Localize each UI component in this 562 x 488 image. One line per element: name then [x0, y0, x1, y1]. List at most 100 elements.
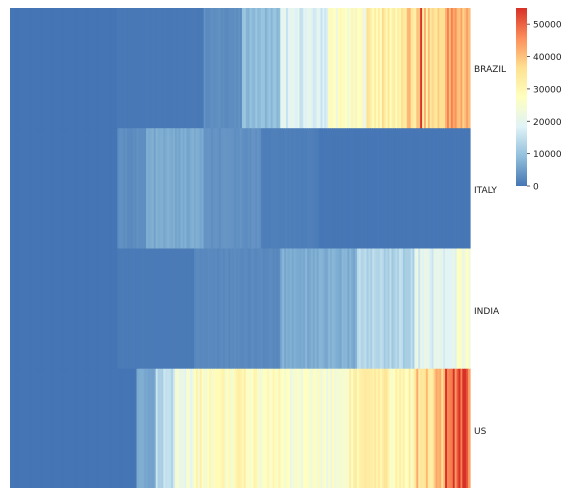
heatmap-cell	[462, 248, 465, 370]
heatmap-cell	[67, 368, 71, 488]
heatmap-cell	[268, 368, 272, 488]
heatmap-cell	[176, 248, 180, 370]
heatmap-cell	[266, 368, 270, 488]
heatmap-cell	[96, 8, 99, 129]
heatmap-cell	[326, 248, 329, 370]
heatmap-cell	[450, 128, 454, 249]
heatmap-cell	[121, 248, 124, 370]
heatmap-cell	[264, 368, 268, 488]
heatmap-cell	[82, 128, 86, 249]
heatmap-cell	[42, 8, 46, 129]
heatmap-cell	[337, 8, 341, 129]
heatmap-cell	[387, 128, 391, 249]
heatmap-cell	[332, 8, 335, 129]
heatmap-cell	[387, 368, 391, 488]
heatmap-cell	[171, 368, 174, 488]
heatmap-cell	[274, 8, 278, 129]
heatmap-cell	[21, 128, 25, 249]
heatmap-cell	[443, 8, 446, 129]
heatmap-cell	[278, 8, 281, 129]
heatmap-cell	[257, 368, 260, 488]
heatmap-cell	[268, 128, 272, 249]
heatmap-cell	[230, 248, 233, 370]
heatmap-cell	[326, 128, 329, 249]
heatmap-cell	[125, 248, 128, 370]
heatmap-cell	[335, 8, 339, 129]
heatmap-cell	[113, 368, 117, 488]
heatmap-cell	[255, 128, 258, 249]
heatmap-cell	[378, 128, 381, 249]
heatmap-cell	[184, 368, 187, 488]
heatmap-cell	[435, 8, 439, 129]
heatmap-cell	[312, 368, 316, 488]
heatmap-cell	[433, 128, 437, 249]
heatmap-cell	[422, 248, 425, 370]
heatmap-cell	[234, 248, 237, 370]
heatmap-cell	[194, 8, 197, 129]
heatmap-cell	[125, 128, 128, 249]
heatmap-cell	[123, 248, 126, 370]
heatmap-cell	[161, 368, 164, 488]
heatmap-cell	[372, 128, 375, 249]
heatmap-cell	[79, 368, 82, 488]
heatmap-cell	[27, 128, 30, 249]
heatmap-cell	[412, 248, 416, 370]
heatmap-cell	[301, 8, 304, 129]
heatmap-cell	[33, 128, 36, 249]
heatmap-cell	[316, 248, 320, 370]
heatmap-cell	[21, 8, 25, 129]
heatmap-cell	[73, 368, 76, 488]
heatmap-cell	[132, 128, 136, 249]
heatmap-cell	[167, 248, 170, 370]
heatmap-cell	[103, 128, 107, 249]
heatmap-cell	[138, 368, 141, 488]
heatmap-cell	[347, 128, 350, 249]
heatmap-cell	[406, 248, 410, 370]
heatmap-cell	[80, 248, 84, 370]
heatmap-cell	[372, 8, 375, 129]
heatmap-cell	[115, 368, 118, 488]
heatmap-cell	[44, 8, 48, 129]
heatmap-cell	[318, 128, 322, 249]
heatmap-cell	[172, 8, 176, 129]
heatmap-cell	[362, 248, 366, 370]
heatmap-cell	[13, 128, 17, 249]
heatmap-cell	[452, 368, 456, 488]
heatmap-cell	[172, 248, 176, 370]
heatmap-cell	[368, 8, 371, 129]
heatmap-cell	[128, 8, 132, 129]
heatmap-cell	[161, 128, 164, 249]
heatmap-cell	[29, 248, 32, 370]
heatmap-cell	[100, 8, 103, 129]
heatmap-cell	[188, 128, 191, 249]
heatmap-cell	[15, 128, 19, 249]
heatmap-cell	[82, 368, 86, 488]
heatmap-cell	[54, 128, 57, 249]
heatmap-cell	[243, 8, 247, 129]
heatmap-cell	[355, 368, 358, 488]
heatmap-cell	[439, 128, 442, 249]
heatmap-cell	[153, 128, 157, 249]
heatmap-cell	[425, 128, 429, 249]
heatmap-cell	[454, 248, 458, 370]
heatmap-cell	[61, 128, 65, 249]
heatmap-cell	[335, 128, 339, 249]
heatmap-cell	[389, 8, 393, 129]
heatmap-cell	[416, 128, 419, 249]
heatmap-cell	[148, 248, 151, 370]
heatmap-cell	[159, 248, 163, 370]
heatmap-cell	[11, 368, 15, 488]
heatmap-cell	[355, 128, 358, 249]
heatmap-cell	[138, 8, 141, 129]
heatmap-cell	[90, 8, 94, 129]
heatmap-cell	[280, 248, 283, 370]
heatmap-cell	[447, 248, 450, 370]
heatmap-cell	[337, 368, 341, 488]
heatmap-cell	[351, 128, 354, 249]
heatmap-cell	[178, 8, 182, 129]
heatmap-cell	[370, 368, 373, 488]
heatmap-cell	[218, 128, 222, 249]
heatmap-cell	[264, 8, 268, 129]
heatmap-cell	[84, 8, 88, 129]
heatmap-cell	[192, 368, 195, 488]
